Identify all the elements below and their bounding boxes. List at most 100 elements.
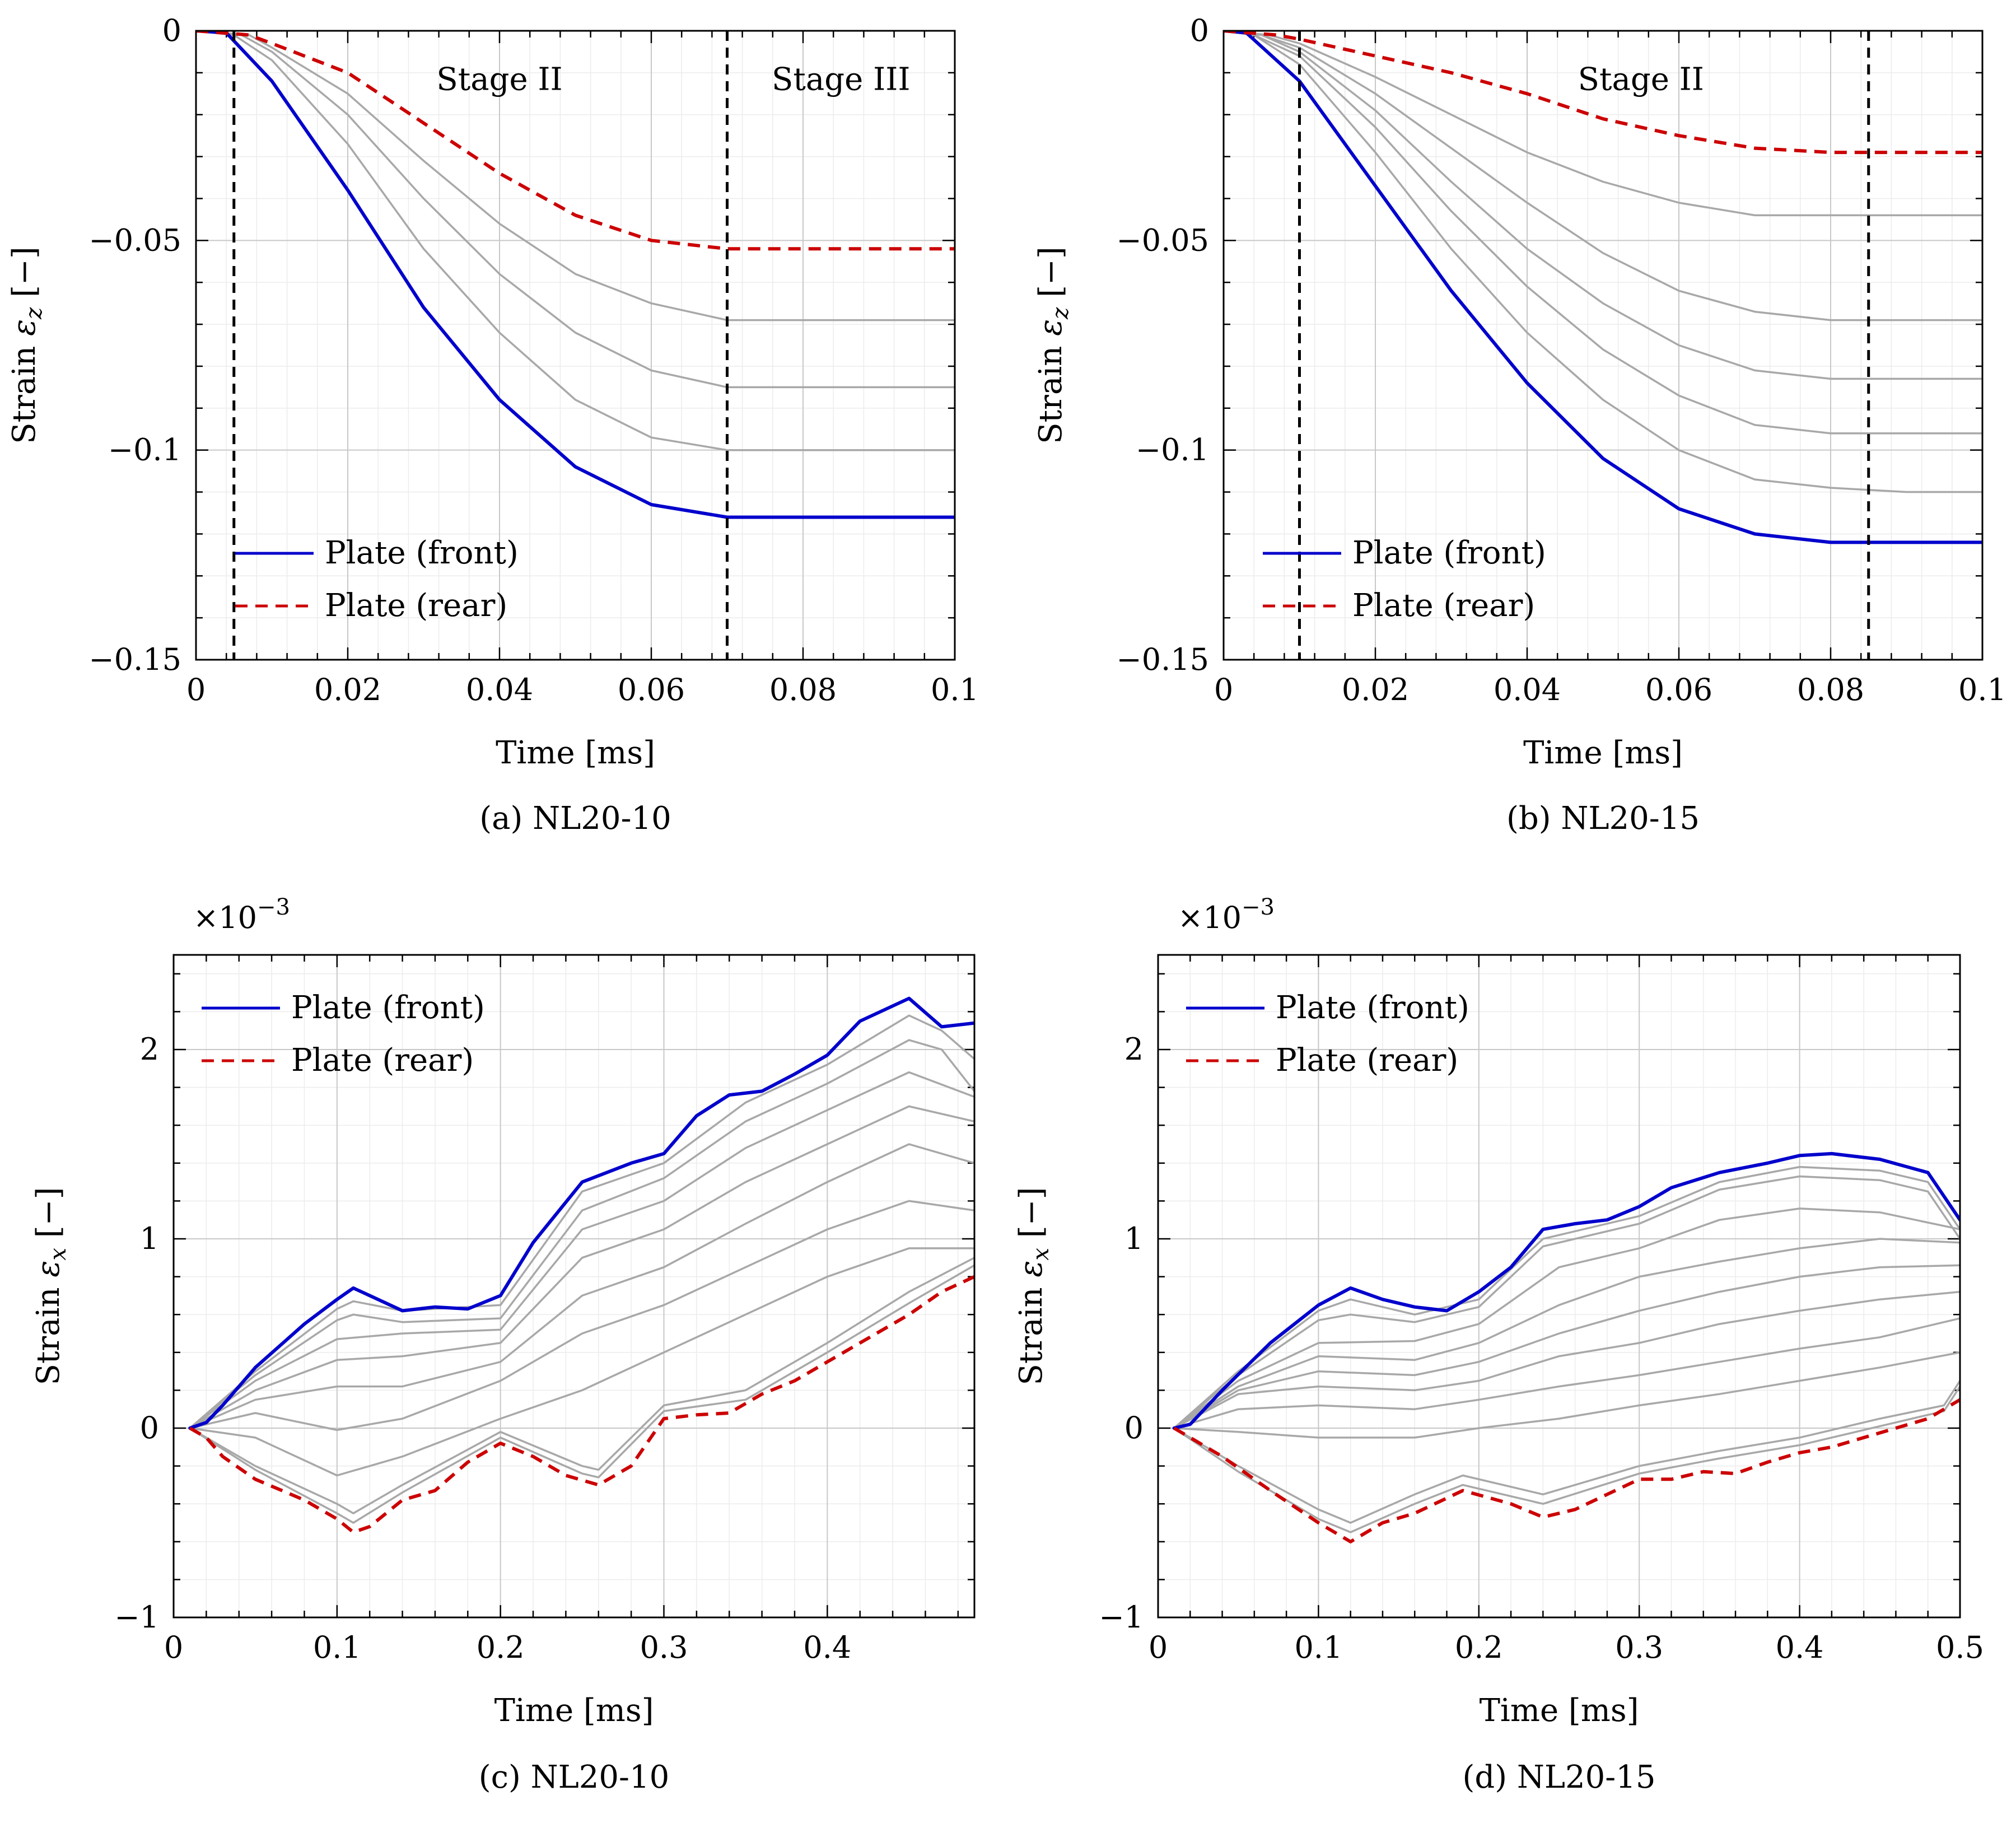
x-axis-label: Time [ms] [1523,735,1683,771]
series-line-interior-3 [189,1071,974,1429]
series-line-interior-4 [1224,31,1982,321]
x-tick-label: 0.2 [1455,1630,1503,1665]
series-line-interior-10 [1173,1385,1960,1533]
series-line-plate-front [196,31,955,519]
y-tick-label: 0 [1124,1410,1144,1445]
grid [1223,30,1983,660]
legend: Plate (front) Plate (rear) [1186,990,1469,1079]
plot-frame [195,30,956,661]
series-line-interior-9 [1173,1379,1960,1524]
x-axis-label: Time [ms] [1480,1692,1639,1729]
x-tick-label: 0.1 [1294,1630,1342,1665]
x-tick-label: 0 [186,672,206,707]
y-tick-label: −1 [1099,1600,1144,1635]
chart-panel-1: Stage II Stage III 0 0.02 0.04 0.06 0.08 0.1 −0.… [6,13,979,837]
y-tick-label: −0.05 [89,222,181,258]
plot-frame [1222,30,1984,661]
x-tick-label: 0.3 [640,1630,688,1665]
series-line-interior-4 [1173,1238,1960,1429]
series-line-interior-6 [1173,1290,1960,1429]
legend: Plate (front) Plate (rear) [235,535,519,624]
series-line-plate-front [1224,31,1982,544]
x-tick-label: 0.1 [313,1630,361,1665]
x-tick-label: 0.08 [1797,672,1864,707]
stage-annotation: Stage III [772,61,910,97]
series-line-interior-7 [1173,1317,1960,1429]
plot-frame [172,954,976,1619]
y-axis-label: Strain εx [−] [30,1187,71,1386]
axis-scale-label: ×10−3 [193,894,290,935]
y-tick-label: −0.15 [89,642,181,677]
axis-ticks [195,30,956,661]
series-line-interior-5 [1224,31,1982,217]
x-tick-label: 0.06 [1645,672,1712,707]
legend: Plate (front) Plate (rear) [1263,535,1546,624]
series-line-interior-8 [1173,1351,1960,1439]
grid [1158,955,1961,1618]
series-line-interior-1 [1173,1165,1960,1429]
series-line-plate-front [1172,1151,1960,1430]
series-line-plate-rear [1173,1398,1960,1543]
x-tick-label: 0 [1149,1630,1168,1665]
series-line-plate-front [188,996,974,1430]
subfigure-caption: (c) NL20-10 [479,1759,669,1796]
axis-scale-label: ×10−3 [1178,894,1275,935]
y-tick-label: 2 [140,1032,159,1067]
x-tick-label: 0.08 [769,672,837,707]
y-tick-label: −0.15 [1117,642,1209,677]
axis-ticks [1222,30,1984,661]
y-tick-label: 1 [1124,1221,1144,1256]
series-line-plate-rear [1224,31,1982,155]
x-tick-label: 0.04 [466,672,533,707]
legend-label: Plate (rear) [1276,1042,1458,1079]
series-group [188,996,974,1534]
x-tick-label: 0.4 [803,1630,851,1665]
y-tick-label: 0 [162,13,181,48]
x-tick-label: 0.4 [1776,1630,1824,1665]
y-tick-label: −0.1 [1136,432,1209,468]
legend-label: Plate (front) [1352,535,1546,571]
subfigure-caption: (a) NL20-10 [479,800,671,837]
series-line-interior-4 [189,1105,974,1429]
y-tick-label: 1 [140,1221,159,1256]
subfigure-caption: (d) NL20-15 [1463,1759,1656,1796]
series-line-interior-2 [1173,1175,1960,1429]
legend: Plate (front) Plate (rear) [202,990,485,1079]
series-line-interior-3 [196,31,955,321]
y-tick-label: −0.1 [108,432,181,468]
x-tick-label: 0.02 [1342,672,1409,707]
y-tick-label: 0 [140,1410,159,1445]
x-axis-label: Time [ms] [496,735,655,771]
series-line-interior-8 [189,1257,974,1514]
series-line-interior-5 [1173,1264,1960,1429]
legend-label: Plate (front) [291,990,485,1026]
y-tick-label: 0 [1190,13,1209,48]
y-tick-label: −1 [114,1600,159,1635]
legend-label: Plate (rear) [325,587,507,624]
y-tick-label: −0.05 [1117,222,1209,258]
series-line-interior-2 [1224,31,1982,435]
stage-annotation: Stage II [1578,61,1704,97]
x-tick-label: 0.04 [1494,672,1561,707]
series-group [196,31,955,519]
series-line-interior-7 [189,1247,974,1477]
subfigure-caption: (b) NL20-15 [1506,800,1700,837]
x-tick-label: 0 [1214,672,1233,707]
series-line-plate-rear [196,31,955,251]
y-axis-label: Strain εz [−] [1033,246,1074,444]
x-tick-label: 0.3 [1615,1630,1663,1665]
y-axis-label: Strain εz [−] [6,246,47,444]
x-tick-label: 0.5 [1936,1630,1984,1665]
legend-label: Plate (front) [1276,990,1469,1026]
series-line-interior-1 [196,31,955,451]
x-tick-label: 0.1 [1958,672,2006,707]
series-line-interior-1 [189,1014,974,1429]
y-tick-label: 2 [1124,1032,1144,1067]
chart-panel-2: Stage II 0 0.02 0.04 0.06 0.08 0.1 −0.15 −0.1 −0.… [1033,13,2006,837]
series-line-interior-2 [189,1039,974,1429]
series-line-interior-1 [1224,31,1982,493]
series-line-interior-3 [1173,1207,1960,1429]
